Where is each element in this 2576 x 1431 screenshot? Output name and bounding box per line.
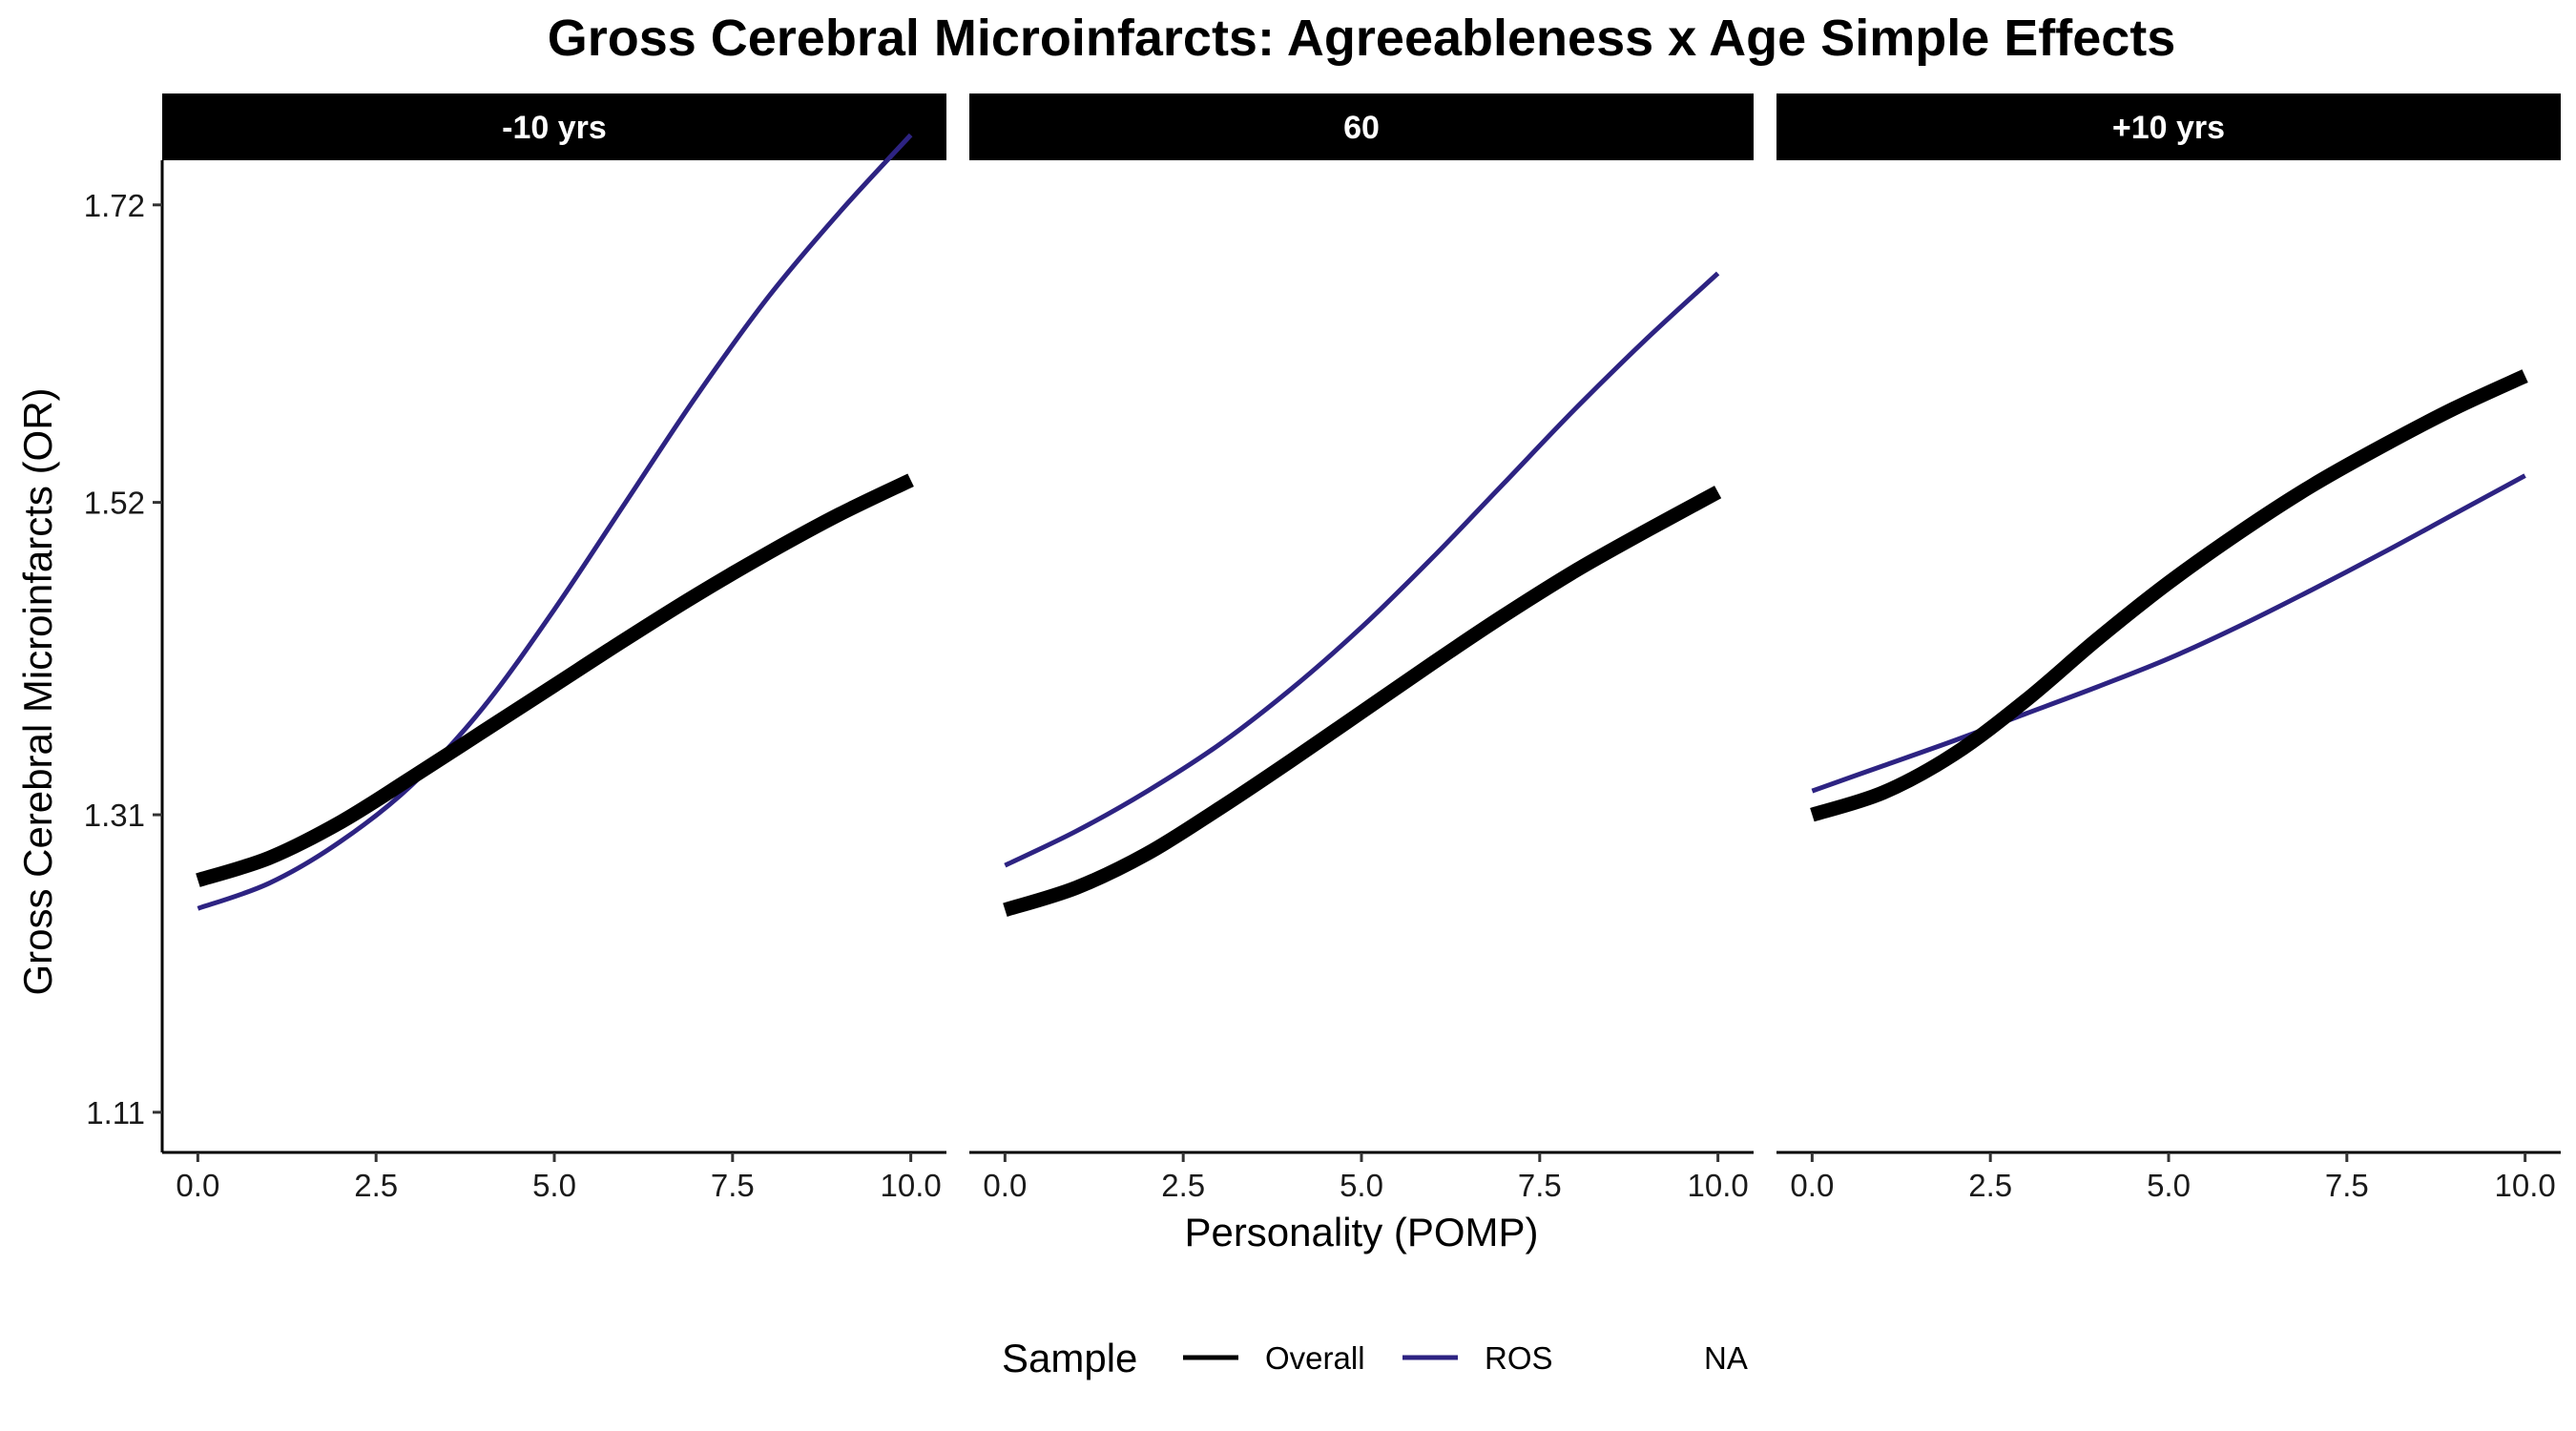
chart-title: Gross Cerebral Microinfarcts: Agreeablen… bbox=[548, 10, 2176, 67]
legend-item-na: NA bbox=[1704, 1340, 1748, 1376]
facet-strip-label: 60 bbox=[1343, 110, 1380, 146]
x-tick-label: 7.5 bbox=[2325, 1168, 2369, 1203]
y-tick-label: 1.72 bbox=[84, 188, 145, 223]
legend-label: NA bbox=[1704, 1340, 1748, 1376]
x-tick-label: 7.5 bbox=[711, 1168, 755, 1203]
legend-item-overall: Overall bbox=[1183, 1340, 1365, 1376]
y-tick-label: 1.31 bbox=[84, 798, 145, 833]
facet-strip-label: +10 yrs bbox=[2112, 110, 2225, 146]
x-tick-label: 0.0 bbox=[1790, 1168, 1834, 1203]
x-axis-title: Personality (POMP) bbox=[1184, 1210, 1538, 1255]
x-tick-label: 5.0 bbox=[2147, 1168, 2191, 1203]
x-tick-label: 0.0 bbox=[176, 1168, 219, 1203]
facet-strip bbox=[969, 93, 1754, 160]
legend-item-ros: ROS bbox=[1402, 1340, 1553, 1376]
legend-label: ROS bbox=[1485, 1340, 1553, 1376]
panel-1: -10 yrs 0.0 2.5 5.0 7.5 10.0 bbox=[162, 93, 946, 1203]
y-tick-label: 1.52 bbox=[84, 486, 145, 521]
x-tick-label: 5.0 bbox=[532, 1168, 576, 1203]
panels: -10 yrs 0.0 2.5 5.0 7.5 10.0 60 0.0 2.5 5.0 7.5 10.… bbox=[162, 93, 2561, 1203]
legend-label: Overall bbox=[1265, 1340, 1365, 1376]
x-tick-label: 10.0 bbox=[2495, 1168, 2556, 1203]
series-line-ros bbox=[1004, 271, 1720, 868]
facet-strip-label: -10 yrs bbox=[502, 110, 607, 146]
x-tick-label: 2.5 bbox=[1968, 1168, 2012, 1203]
x-tick-label: 2.5 bbox=[1161, 1168, 1205, 1203]
series-line-ros bbox=[197, 133, 913, 911]
panel-2: 60 0.0 2.5 5.0 7.5 10.0 bbox=[969, 93, 1754, 1203]
x-tick-label: 10.0 bbox=[881, 1168, 942, 1203]
panel-3: +10 yrs 0.0 2.5 5.0 7.5 10.0 bbox=[1776, 93, 2561, 1203]
legend: Sample Overall ROS NA bbox=[1002, 1336, 1748, 1380]
x-tick-label: 10.0 bbox=[1688, 1168, 1749, 1203]
series-line-overall bbox=[196, 473, 914, 887]
x-tick-label: 7.5 bbox=[1518, 1168, 1562, 1203]
y-tick-label: 1.11 bbox=[86, 1095, 145, 1130]
series-line-overall bbox=[1810, 369, 2528, 822]
x-tick-label: 5.0 bbox=[1340, 1168, 1383, 1203]
series-line-overall bbox=[1003, 486, 1722, 917]
series-line-ros bbox=[1811, 473, 2526, 794]
x-tick-label: 2.5 bbox=[354, 1168, 398, 1203]
x-tick-label: 0.0 bbox=[983, 1168, 1027, 1203]
facet-strip bbox=[162, 93, 946, 160]
y-axis-title: Gross Cerebral Microinfarcts (OR) bbox=[15, 387, 60, 995]
legend-title: Sample bbox=[1002, 1336, 1137, 1380]
y-axis: 1.11 1.31 1.52 1.72 bbox=[84, 160, 164, 1152]
facet-strip bbox=[1776, 93, 2561, 160]
